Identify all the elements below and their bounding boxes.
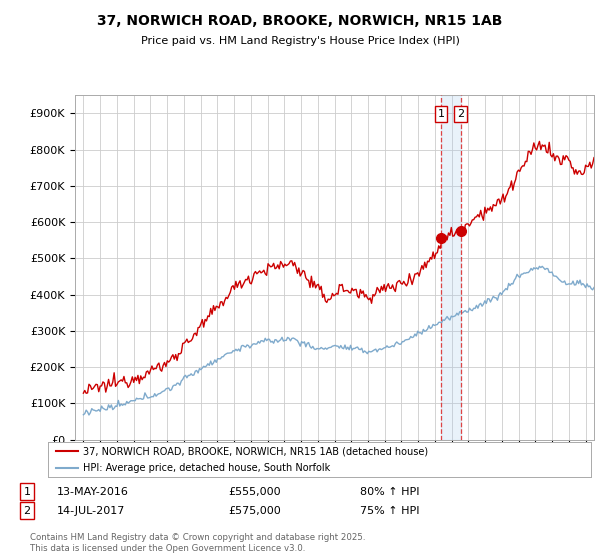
Text: 80% ↑ HPI: 80% ↑ HPI <box>360 487 419 497</box>
Text: HPI: Average price, detached house, South Norfolk: HPI: Average price, detached house, Sout… <box>83 464 331 473</box>
Text: Price paid vs. HM Land Registry's House Price Index (HPI): Price paid vs. HM Land Registry's House … <box>140 36 460 46</box>
Text: £555,000: £555,000 <box>228 487 281 497</box>
Text: 13-MAY-2016: 13-MAY-2016 <box>57 487 129 497</box>
Text: Contains HM Land Registry data © Crown copyright and database right 2025.
This d: Contains HM Land Registry data © Crown c… <box>30 533 365 553</box>
Text: 14-JUL-2017: 14-JUL-2017 <box>57 506 125 516</box>
Text: 75% ↑ HPI: 75% ↑ HPI <box>360 506 419 516</box>
Text: 37, NORWICH ROAD, BROOKE, NORWICH, NR15 1AB (detached house): 37, NORWICH ROAD, BROOKE, NORWICH, NR15 … <box>83 446 428 456</box>
Text: 2: 2 <box>457 109 464 119</box>
Text: 2: 2 <box>23 506 31 516</box>
Text: 1: 1 <box>437 109 445 119</box>
Text: 37, NORWICH ROAD, BROOKE, NORWICH, NR15 1AB: 37, NORWICH ROAD, BROOKE, NORWICH, NR15 … <box>97 14 503 28</box>
Bar <box>441 95 461 440</box>
Text: £575,000: £575,000 <box>228 506 281 516</box>
Text: 1: 1 <box>23 487 31 497</box>
